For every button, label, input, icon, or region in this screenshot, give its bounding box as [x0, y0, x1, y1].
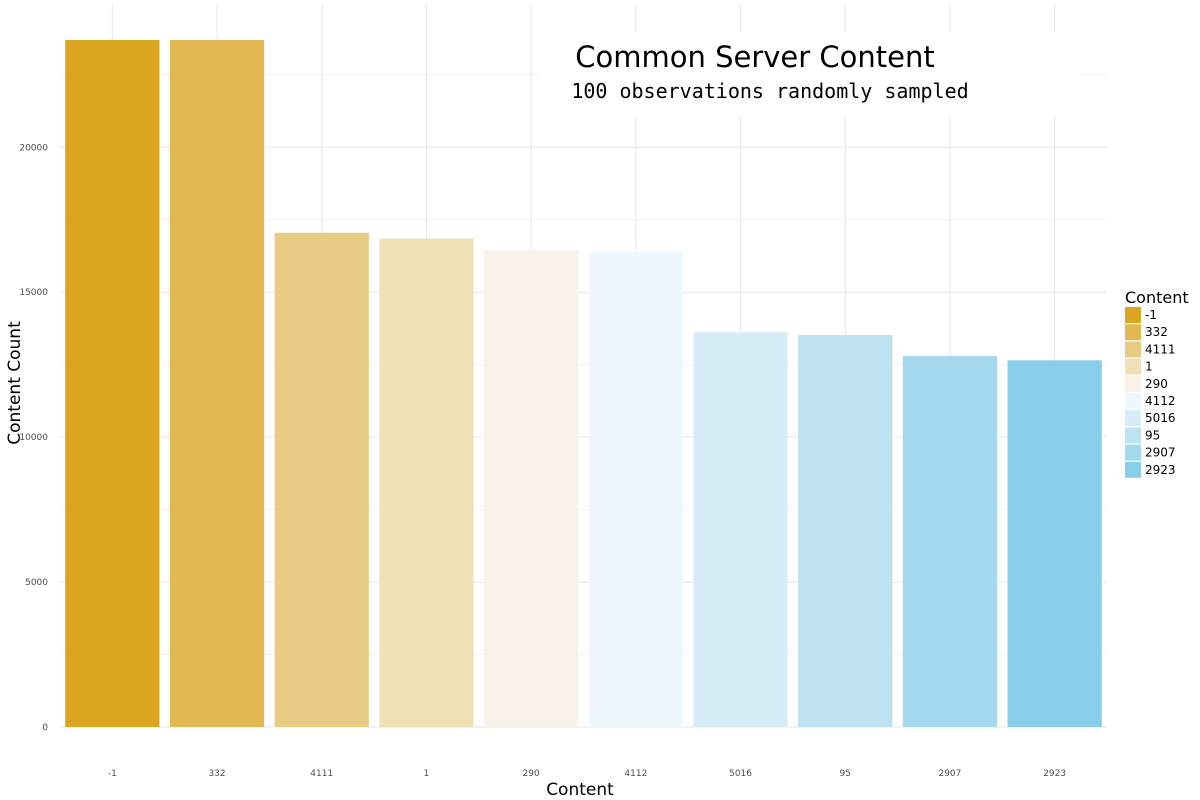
legend-label: 2923 — [1145, 463, 1176, 477]
legend-swatch — [1125, 461, 1141, 478]
y-tick-label: 0 — [42, 723, 48, 733]
y-axis-title: Content Count — [5, 321, 25, 445]
legend-label: 2907 — [1145, 446, 1176, 460]
x-tick-label: 1 — [424, 769, 430, 779]
title-background — [540, 32, 1080, 116]
legend-label: 95 — [1145, 428, 1160, 442]
legend-label: 290 — [1145, 377, 1168, 391]
bar-4111 — [274, 232, 369, 728]
y-tick-label: 20000 — [19, 143, 48, 153]
bar-332 — [169, 40, 265, 727]
x-tick-label: -1 — [108, 769, 117, 779]
x-axis-title: Content — [546, 780, 614, 800]
bar-1 — [379, 238, 474, 727]
legend-swatch — [1125, 307, 1141, 323]
x-tick-label: 4111 — [310, 769, 333, 779]
legend-label: -1 — [1145, 308, 1157, 322]
bars — [65, 40, 1102, 728]
legend-swatch — [1125, 393, 1141, 409]
x-tick-label: 332 — [208, 769, 225, 779]
legend-swatch — [1125, 375, 1141, 392]
y-tick-label: 15000 — [19, 288, 48, 298]
legend-swatch — [1125, 341, 1141, 358]
x-axis-ticks: -1 332 4111 1 290 4112 5016 95 2907 2923 — [108, 769, 1066, 779]
x-tick-label: 2923 — [1043, 769, 1066, 779]
legend-label: 332 — [1145, 325, 1168, 339]
bar-5016 — [693, 332, 788, 727]
y-tick-label: 10000 — [19, 433, 48, 443]
legend-label: 4112 — [1145, 394, 1176, 408]
legend-swatch — [1125, 410, 1141, 427]
chart-subtitle: 100 observations randomly sampled — [571, 79, 968, 103]
legend-swatch — [1125, 444, 1141, 461]
bar-95 — [798, 335, 893, 727]
bar-2923 — [1007, 360, 1102, 727]
legend-label: 4111 — [1145, 342, 1176, 356]
bar-2907 — [902, 355, 998, 727]
x-tick-label: 5016 — [729, 769, 752, 779]
x-tick-label: 290 — [523, 769, 540, 779]
legend-swatch — [1125, 358, 1141, 375]
chart-title: Common Server Content — [575, 40, 934, 74]
legend-label: 5016 — [1145, 411, 1176, 425]
x-tick-label: 95 — [840, 769, 851, 779]
x-tick-label: 4112 — [624, 769, 647, 779]
legend: Content -1 332 4111 1 290 4112 5016 95 2907 2923 — [1125, 288, 1189, 478]
legend-title: Content — [1125, 288, 1189, 307]
bar-290 — [484, 250, 579, 727]
legend-swatch — [1125, 427, 1141, 444]
legend-label: 1 — [1145, 360, 1153, 374]
legend-swatch — [1125, 324, 1141, 341]
y-tick-label: 5000 — [25, 578, 48, 588]
y-axis-ticks: 0 5000 10000 15000 20000 — [19, 143, 48, 733]
bar-4112 — [588, 252, 683, 727]
x-tick-label: 2907 — [938, 769, 961, 779]
legend-items: -1 332 4111 1 290 4112 5016 95 2907 2923 — [1125, 307, 1176, 478]
bar--1 — [65, 40, 160, 727]
